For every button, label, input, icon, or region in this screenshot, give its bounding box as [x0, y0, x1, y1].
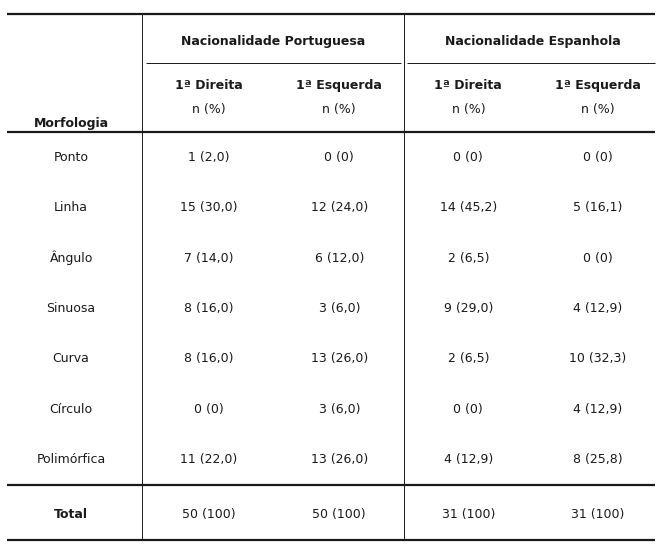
- Text: 12 (24,0): 12 (24,0): [310, 201, 368, 214]
- Text: 10 (32,3): 10 (32,3): [569, 353, 626, 366]
- Text: 2 (6,5): 2 (6,5): [448, 251, 489, 265]
- Text: 4 (12,9): 4 (12,9): [573, 302, 622, 315]
- Text: 8 (25,8): 8 (25,8): [573, 453, 622, 466]
- Text: Nacionalidade Espanhola: Nacionalidade Espanhola: [445, 35, 621, 48]
- Text: 50 (100): 50 (100): [181, 508, 236, 521]
- Text: 14 (45,2): 14 (45,2): [440, 201, 497, 214]
- Text: n (%): n (%): [581, 103, 614, 117]
- Text: 2 (6,5): 2 (6,5): [448, 353, 489, 366]
- Text: 3 (6,0): 3 (6,0): [318, 403, 360, 416]
- Text: 1 (2,0): 1 (2,0): [188, 151, 229, 164]
- Text: 4 (12,9): 4 (12,9): [573, 403, 622, 416]
- Text: Círculo: Círculo: [50, 403, 93, 416]
- Text: 1ª Esquerda: 1ª Esquerda: [297, 79, 382, 92]
- Text: n (%): n (%): [192, 103, 225, 117]
- Text: 4 (12,9): 4 (12,9): [444, 453, 493, 466]
- Text: 8 (16,0): 8 (16,0): [184, 353, 233, 366]
- Text: Linha: Linha: [54, 201, 88, 214]
- Text: 15 (30,0): 15 (30,0): [180, 201, 237, 214]
- Text: 5 (16,1): 5 (16,1): [573, 201, 622, 214]
- Text: Ângulo: Ângulo: [50, 251, 93, 265]
- Text: Total: Total: [54, 508, 88, 521]
- Text: Curva: Curva: [53, 353, 89, 366]
- Text: 50 (100): 50 (100): [312, 508, 366, 521]
- Text: 13 (26,0): 13 (26,0): [310, 353, 368, 366]
- Text: 31 (100): 31 (100): [571, 508, 624, 521]
- Text: 0 (0): 0 (0): [194, 403, 223, 416]
- Text: Polimórfica: Polimórfica: [36, 453, 106, 466]
- Text: 3 (6,0): 3 (6,0): [318, 302, 360, 315]
- Text: n (%): n (%): [322, 103, 356, 117]
- Text: 6 (12,0): 6 (12,0): [314, 251, 364, 265]
- Text: 31 (100): 31 (100): [442, 508, 495, 521]
- Text: 9 (29,0): 9 (29,0): [444, 302, 493, 315]
- Text: 11 (22,0): 11 (22,0): [180, 453, 237, 466]
- Text: 0 (0): 0 (0): [453, 151, 483, 164]
- Text: Morfologia: Morfologia: [34, 117, 109, 130]
- Text: Ponto: Ponto: [54, 151, 89, 164]
- Text: 0 (0): 0 (0): [583, 151, 612, 164]
- Text: n (%): n (%): [451, 103, 485, 117]
- Text: 1ª Direita: 1ª Direita: [175, 79, 242, 92]
- Text: 0 (0): 0 (0): [583, 251, 612, 265]
- Text: 7 (14,0): 7 (14,0): [184, 251, 233, 265]
- Text: 1ª Esquerda: 1ª Esquerda: [555, 79, 640, 92]
- Text: Sinuosa: Sinuosa: [46, 302, 96, 315]
- Text: 0 (0): 0 (0): [324, 151, 354, 164]
- Text: Nacionalidade Portuguesa: Nacionalidade Portuguesa: [181, 35, 365, 48]
- Text: 13 (26,0): 13 (26,0): [310, 453, 368, 466]
- Text: 1ª Direita: 1ª Direita: [434, 79, 502, 92]
- Text: 8 (16,0): 8 (16,0): [184, 302, 233, 315]
- Text: 0 (0): 0 (0): [453, 403, 483, 416]
